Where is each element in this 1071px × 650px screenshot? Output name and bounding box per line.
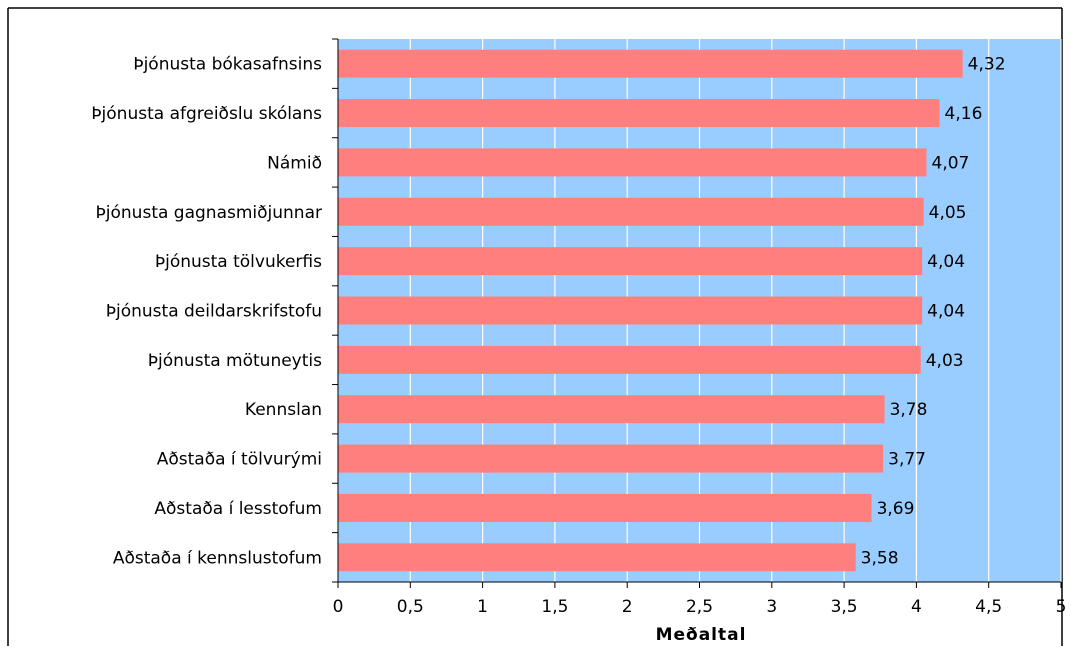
x-tick-label: 0: [333, 597, 344, 617]
x-tick-label: 0,5: [397, 597, 424, 617]
bar: [338, 395, 885, 424]
data-label: 4,07: [932, 153, 970, 173]
x-tick-label: 1: [477, 597, 488, 617]
bar: [338, 49, 963, 78]
bar: [338, 296, 923, 325]
data-label: 3,77: [888, 450, 926, 470]
bar: [338, 197, 924, 226]
x-tick-label: 3,5: [831, 597, 858, 617]
category-label: Þjónusta mötuneytis: [148, 351, 322, 371]
x-tick-label: 1,5: [541, 597, 568, 617]
data-label: 3,58: [861, 548, 899, 568]
category-label: Aðstaða í lesstofum: [154, 499, 322, 519]
bar: [338, 444, 884, 473]
category-label: Aðstaða í kennslustofum: [113, 548, 322, 568]
data-label: 3,69: [877, 499, 915, 519]
category-label: Þjónusta gagnasmiðjunnar: [96, 203, 323, 223]
category-label: Þjónusta tölvukerfis: [155, 252, 322, 272]
x-tick-label: 5: [1056, 597, 1067, 617]
category-label: Þjónusta deildarskrifstofu: [106, 302, 322, 322]
category-label: Kennslan: [245, 400, 322, 420]
x-axis-title: Meðaltal: [656, 625, 747, 645]
data-label: 4,05: [929, 203, 967, 223]
category-label: Námið: [267, 153, 322, 173]
data-label: 4,04: [927, 252, 965, 272]
data-label: 4,16: [945, 104, 983, 124]
bar: [338, 543, 856, 572]
bar: [338, 345, 921, 374]
bar: [338, 99, 940, 128]
data-label: 4,32: [968, 55, 1006, 75]
x-tick-label: 3: [766, 597, 777, 617]
data-label: 4,03: [926, 351, 964, 371]
bar: [338, 247, 923, 276]
category-label: Aðstaða í tölvurými: [157, 450, 322, 470]
data-label: 3,78: [890, 400, 928, 420]
bar: [338, 493, 872, 522]
x-tick-label: 2: [622, 597, 633, 617]
x-tick-label: 2,5: [686, 597, 713, 617]
x-tick-label: 4,5: [975, 597, 1002, 617]
x-tick-label: 4: [911, 597, 922, 617]
category-label: Þjónusta bókasafnsins: [133, 55, 322, 75]
category-label: Þjónusta afgreiðslu skólans: [91, 104, 322, 124]
bar: [338, 148, 927, 177]
data-label: 4,04: [927, 302, 965, 322]
